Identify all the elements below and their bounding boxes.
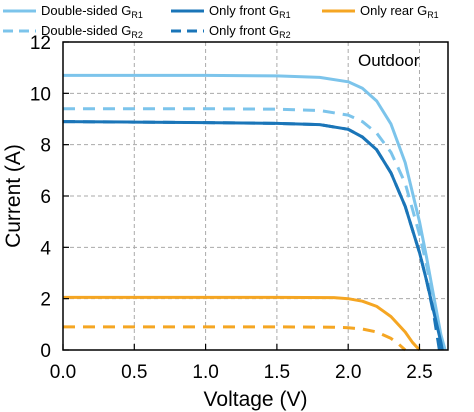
series-line-3 bbox=[62, 120, 441, 351]
x-tick-label: 2.0 bbox=[335, 362, 361, 383]
y-tick-label: 8 bbox=[40, 136, 51, 157]
x-tick-label: 0.5 bbox=[121, 362, 147, 383]
y-tick-label: 4 bbox=[40, 238, 51, 259]
y-tick-label: 10 bbox=[30, 84, 51, 105]
series-line-2 bbox=[62, 120, 444, 351]
legend-label-text: Double-sided G bbox=[41, 3, 131, 18]
legend-label-subscript: R2 bbox=[279, 30, 291, 40]
x-tick-label: 1.5 bbox=[264, 362, 290, 383]
y-tick-label: 0 bbox=[40, 341, 51, 362]
legend-label-text: Only front G bbox=[209, 23, 279, 38]
y-axis-label: Current (A) bbox=[2, 144, 25, 248]
x-tick-label: 0.0 bbox=[50, 362, 76, 383]
y-tick-label: 12 bbox=[30, 33, 51, 54]
series-line-4 bbox=[63, 295, 421, 352]
y-axis-ticks: 0 2 4 6 8 10 12 bbox=[30, 33, 69, 362]
x-axis-ticks: 0.0 0.5 1.0 1.5 2.0 2.5 bbox=[50, 344, 433, 383]
legend-label: Only front GR2 bbox=[209, 23, 291, 40]
legend: Double-sided GR1 Only front GR1 Only rear … bbox=[3, 3, 439, 40]
legend-label: Double-sided GR2 bbox=[41, 23, 143, 40]
legend-label: Only rear GR1 bbox=[360, 3, 439, 20]
series-line-0 bbox=[63, 73, 447, 351]
series-line-1 bbox=[63, 107, 446, 351]
y-tick-label: 2 bbox=[40, 290, 51, 311]
x-axis-label: Voltage (V) bbox=[204, 388, 308, 411]
legend-label: Double-sided GR1 bbox=[41, 3, 143, 20]
x-tick-label: 2.5 bbox=[406, 362, 432, 383]
series-lines bbox=[62, 73, 447, 352]
outdoor-annotation: Outdoor bbox=[358, 51, 420, 70]
legend-label-subscript: R1 bbox=[279, 10, 291, 20]
legend-label-text: Double-sided G bbox=[41, 23, 131, 38]
legend-label-subscript: R2 bbox=[131, 30, 143, 40]
grid bbox=[63, 42, 448, 350]
legend-label-text: Only rear G bbox=[360, 3, 427, 18]
x-tick-label: 1.0 bbox=[192, 362, 218, 383]
legend-label: Only front GR1 bbox=[209, 3, 291, 20]
legend-label-text: Only front G bbox=[209, 3, 279, 18]
legend-label-subscript: R1 bbox=[427, 10, 439, 20]
legend-label-subscript: R1 bbox=[131, 10, 143, 20]
series-line-5 bbox=[63, 325, 407, 352]
y-tick-label: 6 bbox=[40, 187, 51, 208]
